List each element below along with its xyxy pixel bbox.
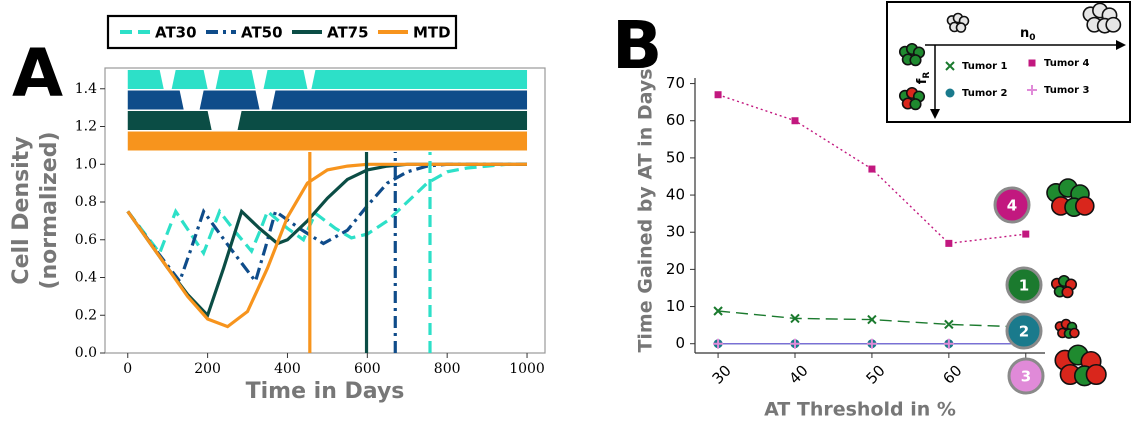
treatment-band [127,90,528,110]
x-tick-label: 0 [123,361,132,377]
series-line [126,162,527,257]
marker [867,314,877,325]
y-tick-label: 0 [675,334,685,352]
y-tick-label: 0.6 [75,232,97,248]
y-axis-label: (normalized) [37,131,62,289]
treatment-gap [255,90,276,110]
y-tick-label: 0.2 [75,307,97,323]
y-tick-label: 70 [666,74,685,92]
marker [713,338,724,349]
y-axis-label: Cell Density [9,136,34,284]
x-axis-label: AT Threshold in % [764,399,956,421]
x-tick-label: 600 [354,361,381,377]
treatment-band [127,70,528,89]
legend-axis-label-sub: R [922,72,932,79]
badge [1005,266,1043,304]
legend-label: Tumor 3 [1044,85,1090,96]
marker [791,117,799,125]
panel-label: B [612,7,662,84]
treatment-gap [159,70,176,89]
x-tick-label: 1000 [509,361,545,377]
cell-icon [1105,16,1122,33]
legend-label: AT75 [327,24,369,42]
y-tick-label: 1.4 [75,81,97,97]
marker [868,165,876,173]
cell-icon [955,22,967,33]
cell-icon [1061,286,1074,299]
treatment-gap [207,111,242,130]
treatment-gap [203,70,220,89]
legend-label: AT50 [241,24,283,42]
legend-axis-label-sub: 0 [1029,33,1035,43]
cell-icon [909,54,922,67]
marker [790,338,800,349]
treatment-band [127,111,528,130]
badge [1007,357,1045,395]
y-tick-label: 1.0 [75,156,97,172]
x-tick-label: 50 [862,362,888,388]
marker [1022,230,1030,238]
treatment-gap [251,70,268,89]
legend-label: Tumor 4 [1044,58,1090,69]
plot-frame [104,67,546,354]
marker [866,338,877,349]
y-tick-label: 1.2 [75,119,97,135]
x-tick-label: 400 [274,361,301,377]
x-tick-label: 30 [709,362,735,388]
marker [945,239,953,247]
legend-axis-label-main: n [1020,26,1029,41]
cell-icon [1085,363,1107,386]
arrow-head [930,109,940,119]
y-tick-label: 40 [666,186,685,204]
y-tick-label: 10 [666,297,685,315]
treatment-gap [179,90,204,110]
y-tick-label: 0.8 [75,194,97,210]
cell-icon [909,98,922,111]
legend-axis-label: fR [915,72,932,85]
x-tick-label: 40 [786,362,812,388]
legend-label: AT30 [155,24,197,42]
series-line [126,162,527,285]
y-tick-label: 50 [666,148,685,166]
y-tick-label: 60 [666,111,685,129]
y-tick-label: 0.4 [75,270,97,286]
x-axis-label: Time in Days [246,379,405,404]
legend-label: MTD [413,24,451,42]
x-tick-label: 60 [939,362,965,388]
legend-label: Tumor 1 [962,61,1008,72]
series-line [126,162,527,329]
x-tick-label: 800 [434,361,461,377]
legend-axis-label-main: f [915,78,930,84]
legend-label: Tumor 2 [962,88,1008,99]
marker [714,91,722,99]
panel-label: A [12,35,63,112]
y-axis-label: Time Gained by AT in Days [635,68,657,352]
marker [713,306,723,316]
marker [945,61,955,71]
arrow-head [1116,40,1126,50]
marker [1027,85,1037,95]
badge-label: 3 [1021,368,1031,386]
marker [944,319,954,330]
badge-label: 4 [1007,197,1017,215]
badge [1005,312,1043,350]
cell-icon [1075,196,1095,216]
treatment-band [127,131,528,151]
badge-label: 1 [1019,277,1029,295]
marker [945,88,955,98]
marker [1028,59,1036,67]
cell-icon [1069,327,1080,339]
y-tick-label: 20 [666,260,685,278]
x-tick-label: 200 [194,361,221,377]
legend-axis-label: n0 [1020,26,1036,43]
badge [993,186,1031,224]
y-tick-label: 30 [666,223,685,241]
treatment-gap [303,70,316,89]
marker [790,313,800,324]
badge-label: 2 [1019,323,1029,341]
marker [943,338,954,349]
y-tick-label: 0.0 [75,345,97,361]
